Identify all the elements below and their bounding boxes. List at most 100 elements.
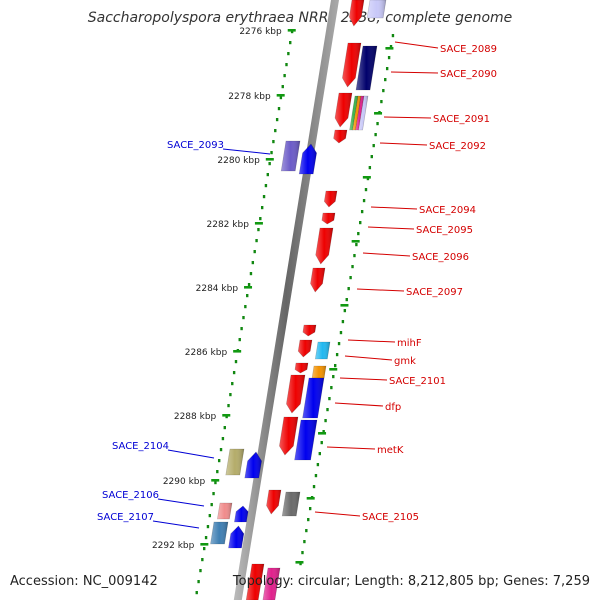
label-connector [367, 226, 415, 230]
gene-feature-2107 [228, 525, 245, 549]
gene-feature-2097 [310, 267, 326, 293]
gene-feature-2091a [334, 92, 353, 128]
track-dot [301, 551, 304, 555]
gene-feature-2106-box-shade [217, 503, 232, 519]
gene-feature-dfp-left-shade [286, 375, 305, 413]
gene-feature-2091-green-shade [349, 96, 358, 130]
gene-feature-2091-lilac [358, 95, 369, 131]
kbp-tick-label: 2288 kbp [174, 412, 217, 422]
track-dot [197, 580, 200, 584]
track-dot [221, 437, 225, 441]
gene-label-sace_2105: SACE_2105 [362, 512, 419, 523]
gene-feature-dfp-left [286, 374, 306, 414]
label-connector [383, 116, 432, 119]
track-dot [345, 298, 348, 302]
track-dot [289, 41, 292, 45]
gene-feature-2104-shade [244, 452, 262, 478]
gene-label-sace_2089: SACE_2089 [440, 44, 497, 55]
track-dot [217, 459, 221, 463]
gene-feature-2093-shade [299, 144, 317, 174]
track-dot [264, 184, 268, 188]
gene-label-sace_2106: SACE_2106 [102, 490, 159, 501]
gene-feature-2093-box-shade [281, 141, 300, 171]
kbp-tick-mark [265, 158, 274, 161]
gene-feature-2091a-shade [335, 93, 352, 127]
gene-label-sace_2093: SACE_2093 [167, 140, 224, 151]
gene-feature-2094 [323, 190, 338, 208]
gene-feature-2106-box [217, 502, 233, 520]
kbp-tick-mark [211, 479, 220, 482]
gene-feature-metK-left-shade [279, 417, 298, 455]
gene-label-sace_2097: SACE_2097 [406, 287, 463, 298]
kbp-tick-label: 2292 kbp [152, 541, 195, 551]
ruler-tick-layer: 2276 kbp 2278 kbp 2280 kbp 2282 kbp 2284 kbp… [152, 27, 395, 595]
track-dot [238, 338, 241, 342]
gene-feature-2091-magenta-shade [355, 96, 364, 130]
track-dot [266, 173, 269, 177]
kbp-tick-mark [287, 29, 296, 32]
track-dot [353, 254, 356, 258]
gene-feature-2101-shade [312, 366, 326, 378]
track-dot [255, 239, 258, 243]
gene-feature-2107-box-shade [210, 522, 228, 544]
gene-label-sace_2101: SACE_2101 [389, 376, 446, 387]
track-dot [242, 316, 245, 320]
track-dot [328, 397, 331, 401]
track-dot [227, 404, 230, 408]
gene-label-dfp: dfp [385, 402, 401, 413]
track-dot [385, 67, 389, 71]
label-connector [314, 511, 361, 517]
kbp-tick-mark [244, 286, 253, 289]
kbp-tick-mark [254, 222, 263, 225]
genome-title: Saccharopolyspora erythraea NRRL 2338, c… [87, 10, 513, 26]
gene-feature-2107-shade [228, 526, 244, 548]
track-dot [308, 507, 312, 511]
track-dot [275, 118, 279, 122]
track-dot [234, 360, 238, 364]
kbp-tick-mark [233, 350, 242, 353]
gene-feature-2095 [321, 212, 336, 225]
kbp-tick-label: 2280 kbp [217, 156, 260, 166]
gene-feature-2088b-shade [367, 0, 386, 18]
track-dot [387, 56, 391, 60]
gene-feature-dfp-shade [302, 378, 324, 418]
track-dot [312, 485, 316, 489]
kbp-tick-mark [200, 543, 209, 546]
track-dot [382, 89, 385, 93]
track-dot [307, 518, 310, 522]
track-dot [212, 492, 215, 496]
track-dot [326, 408, 329, 412]
track-dot [374, 133, 377, 137]
gene-feature-2089 [342, 42, 362, 88]
gene-feature-dfp [302, 377, 325, 419]
gene-feature-2096-shade [315, 228, 333, 264]
gene-feature-2088 [348, 0, 365, 27]
kbp-tick-label: 2284 kbp [196, 284, 239, 294]
kbp-tick-label: 2286 kbp [185, 348, 228, 358]
gene-feature-2092 [333, 129, 348, 144]
label-connector [379, 142, 428, 146]
kbp-tick-mark [222, 414, 231, 417]
gene-label-sace_2092: SACE_2092 [429, 141, 486, 152]
track-dot [246, 294, 249, 298]
kbp-tick-mark-right [295, 561, 304, 564]
gene-label-mihf: mihF [397, 338, 422, 349]
gene-feature-gmk-shade [315, 342, 330, 359]
gene-feature-2109 [262, 567, 281, 600]
track-dot [283, 74, 286, 78]
gene-feature-2107-box [210, 521, 229, 545]
track-dot [240, 327, 243, 331]
gene-feature-2105 [281, 491, 301, 517]
gene-label-layer: SACE_2089 SACE_2090 SACE_2091 SACE_2092 SACE… [97, 41, 497, 529]
label-connector [394, 41, 439, 49]
label-connector [347, 339, 396, 343]
gene-label-sace_2107: SACE_2107 [97, 512, 154, 523]
track-dot [332, 375, 335, 379]
track-dot [253, 250, 256, 254]
track-dot [260, 206, 264, 210]
gene-label-sace_2090: SACE_2090 [440, 69, 497, 80]
gene-feature-2090 [355, 45, 378, 91]
track-dot [384, 78, 387, 82]
kbp-tick-mark-right [306, 497, 315, 500]
